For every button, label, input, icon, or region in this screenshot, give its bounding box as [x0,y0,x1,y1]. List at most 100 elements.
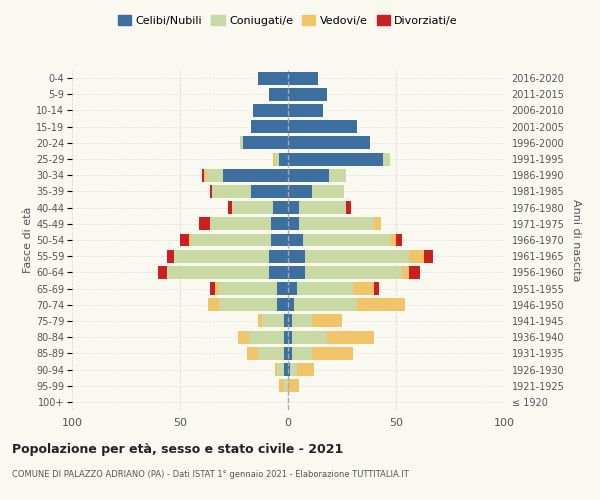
Bar [288,347,292,360]
Bar [210,218,271,230]
Bar [292,330,327,344]
Bar [288,379,299,392]
Bar [288,266,305,279]
Bar [253,104,288,117]
Bar [305,266,403,279]
Bar [288,120,357,133]
Y-axis label: Fasce di età: Fasce di età [23,207,33,273]
Bar [329,169,346,181]
Bar [284,314,288,328]
Bar [409,250,424,262]
Bar [288,88,327,101]
Bar [424,250,433,262]
Bar [284,330,288,344]
Bar [202,169,204,181]
Bar [180,234,188,246]
Bar [312,314,342,328]
Bar [374,282,379,295]
Bar [288,234,303,246]
Bar [269,266,288,279]
Bar [208,298,219,311]
Bar [167,266,269,279]
Bar [288,72,318,85]
Bar [288,363,290,376]
Text: COMUNE DI PALAZZO ADRIANO (PA) - Dati ISTAT 1° gennaio 2021 - Elaborazione TUTTI: COMUNE DI PALAZZO ADRIANO (PA) - Dati IS… [12,470,409,479]
Bar [251,120,288,133]
Text: Popolazione per età, sesso e stato civile - 2021: Popolazione per età, sesso e stato civil… [12,442,343,456]
Bar [288,201,299,214]
Bar [167,250,173,262]
Bar [199,218,210,230]
Bar [288,298,295,311]
Bar [305,250,409,262]
Bar [288,136,370,149]
Bar [346,201,350,214]
Bar [275,152,280,166]
Bar [403,266,409,279]
Bar [215,282,219,295]
Bar [262,314,284,328]
Bar [383,152,389,166]
Bar [277,298,288,311]
Bar [357,298,404,311]
Bar [299,201,346,214]
Bar [284,347,288,360]
Bar [188,234,191,246]
Bar [269,88,288,101]
Bar [212,185,251,198]
Bar [249,330,284,344]
Bar [288,314,292,328]
Bar [269,250,288,262]
Bar [173,250,269,262]
Bar [288,169,329,181]
Bar [247,347,258,360]
Bar [288,250,305,262]
Bar [288,185,312,198]
Bar [288,104,323,117]
Bar [227,201,232,214]
Bar [277,363,284,376]
Bar [284,363,288,376]
Bar [273,152,275,166]
Bar [292,347,312,360]
Bar [273,201,288,214]
Bar [280,379,284,392]
Bar [219,298,277,311]
Bar [299,218,374,230]
Bar [251,185,288,198]
Bar [290,363,296,376]
Bar [258,72,288,85]
Bar [288,152,383,166]
Bar [303,234,389,246]
Bar [241,136,242,149]
Legend: Celibi/Nubili, Coniugati/e, Vedovi/e, Divorziati/e: Celibi/Nubili, Coniugati/e, Vedovi/e, Di… [113,10,463,30]
Bar [296,282,353,295]
Bar [288,218,299,230]
Bar [271,218,288,230]
Bar [396,234,403,246]
Bar [275,363,277,376]
Bar [191,234,271,246]
Bar [258,314,262,328]
Bar [206,169,223,181]
Bar [295,298,357,311]
Bar [312,185,344,198]
Bar [210,282,215,295]
Bar [288,282,296,295]
Bar [223,169,288,181]
Y-axis label: Anni di nascita: Anni di nascita [571,198,581,281]
Bar [277,282,288,295]
Bar [409,266,420,279]
Bar [284,379,288,392]
Bar [232,201,273,214]
Bar [312,347,353,360]
Bar [238,330,249,344]
Bar [204,169,206,181]
Bar [210,185,212,198]
Bar [292,314,312,328]
Bar [288,330,292,344]
Bar [242,136,288,149]
Bar [258,347,284,360]
Bar [327,330,374,344]
Bar [296,363,314,376]
